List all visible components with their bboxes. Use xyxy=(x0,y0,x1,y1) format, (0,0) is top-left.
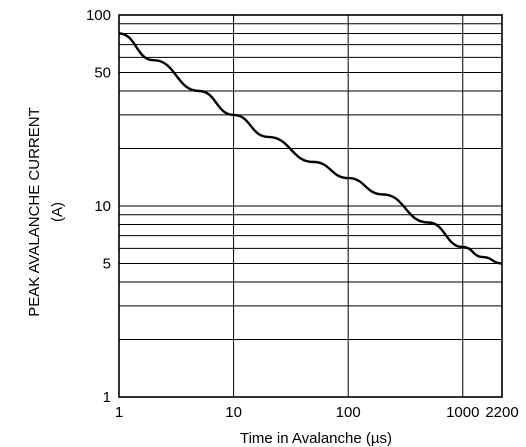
y-tick-label: 10 xyxy=(94,198,111,215)
x-tick-label: 1000 xyxy=(446,404,479,421)
x-axis-title: Time in Avalanche (µs) xyxy=(240,430,392,447)
y-axis-unit: (A) xyxy=(49,202,66,222)
plot-frame xyxy=(118,14,503,398)
y-axis-title: PEAK AVALANCHE CURRENT xyxy=(26,107,43,317)
series-line xyxy=(118,32,503,265)
x-tick-labels: 1 10 100 1000 2200 xyxy=(115,404,519,421)
x-tick-label: 100 xyxy=(336,404,361,421)
y-tick-label: 50 xyxy=(94,64,111,81)
x-tick-label: 1 xyxy=(115,404,123,421)
y-tick-label: 100 xyxy=(86,7,111,24)
x-tick-label: 2200 xyxy=(485,404,518,421)
y-tick-labels: 1 5 10 50 100 xyxy=(86,7,111,406)
y-tick-label: 1 xyxy=(103,389,111,406)
y-tick-label: 5 xyxy=(103,255,111,272)
x-tick-label: 10 xyxy=(225,404,242,421)
curve-layer xyxy=(118,32,503,265)
grid-lines xyxy=(118,15,502,397)
